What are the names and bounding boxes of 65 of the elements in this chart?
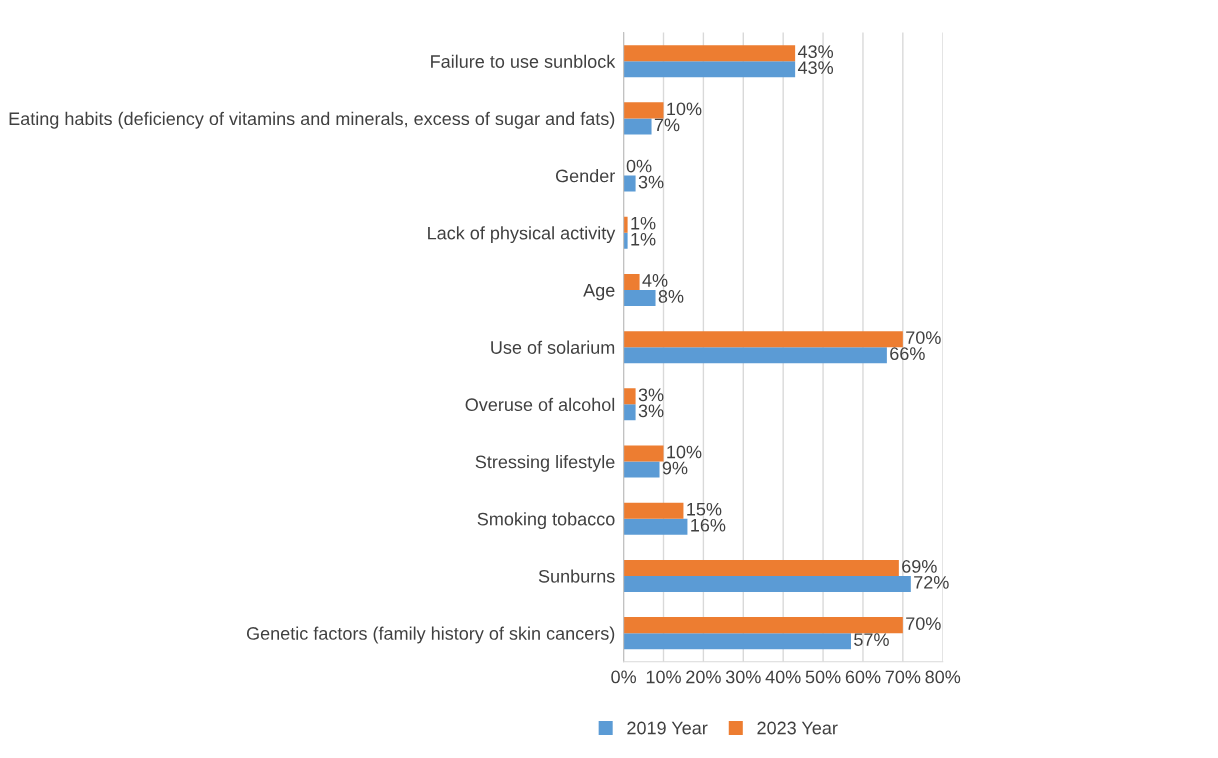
y-tick-label: Smoking tobacco [477, 512, 615, 530]
bar [623, 45, 796, 62]
x-tick-label: 60% [845, 670, 881, 684]
bar [623, 461, 660, 478]
y-tick-label: Gender [555, 169, 615, 183]
bar [623, 102, 664, 119]
bar [623, 118, 652, 135]
data-label: 10% [667, 445, 702, 459]
x-tick-label: 10% [646, 670, 681, 684]
bar [623, 575, 911, 592]
bar [623, 502, 684, 519]
bar [623, 633, 851, 650]
x-tick-label: 0% [611, 670, 637, 684]
data-label: 9% [662, 461, 688, 475]
bar [623, 347, 887, 364]
legend-label: 2023 Year [757, 721, 838, 735]
bar [623, 404, 636, 421]
x-tick-label: 20% [686, 670, 721, 684]
data-label: 43% [797, 61, 834, 75]
y-tick-label: Overuse of alcohol [465, 397, 615, 412]
y-tick-label: Lack of physical activity [428, 226, 616, 244]
data-label: 8% [658, 290, 684, 303]
data-label: 66% [890, 347, 925, 361]
bar [623, 559, 899, 576]
data-label: 70% [906, 331, 941, 344]
data-label: 1% [631, 216, 656, 230]
bar [623, 445, 664, 462]
x-tick-label: 50% [805, 670, 841, 684]
data-label: 4% [642, 274, 668, 287]
data-label: 16% [691, 518, 726, 532]
bar [623, 617, 903, 634]
x-tick-label: 70% [885, 670, 921, 684]
data-label: 43% [797, 45, 834, 59]
bar [623, 331, 903, 348]
data-label: 3% [638, 404, 664, 418]
bar [623, 273, 640, 290]
y-tick-label: Failure to use sunblock [431, 54, 616, 68]
data-label: 3% [638, 175, 664, 189]
x-tick-label: 30% [725, 670, 761, 684]
bar [623, 518, 688, 535]
data-label: 70% [906, 617, 941, 630]
bar [623, 61, 796, 78]
data-label: 69% [902, 560, 937, 573]
bar [623, 289, 656, 306]
data-label: 1% [631, 232, 656, 246]
bar [623, 232, 628, 249]
data-label: 10% [667, 102, 702, 116]
y-tick-label: Sunburns [538, 569, 615, 583]
y-tick-label: Genetic factors (family history of skin cancers) [246, 626, 615, 644]
legend-label: 2019 Year [627, 721, 708, 735]
bar [623, 388, 636, 405]
x-tick-label: 80% [925, 670, 961, 684]
y-tick-label: Stressing lifestyle [475, 455, 615, 472]
data-label: 72% [914, 576, 949, 589]
data-label: 7% [654, 118, 680, 132]
data-label: 3% [638, 388, 664, 402]
bar [623, 175, 636, 192]
x-tick-label: 40% [765, 670, 801, 684]
data-label: 57% [854, 633, 889, 646]
y-tick-label: Age [583, 284, 615, 301]
bar [623, 216, 628, 233]
data-label: 0% [626, 159, 652, 173]
y-tick-label: Eating habits (deficiency of vitamins and minerals, excess of sugar and fats) [9, 111, 615, 129]
y-tick-label: Use of solarium [491, 340, 615, 354]
data-label: 15% [687, 502, 722, 516]
